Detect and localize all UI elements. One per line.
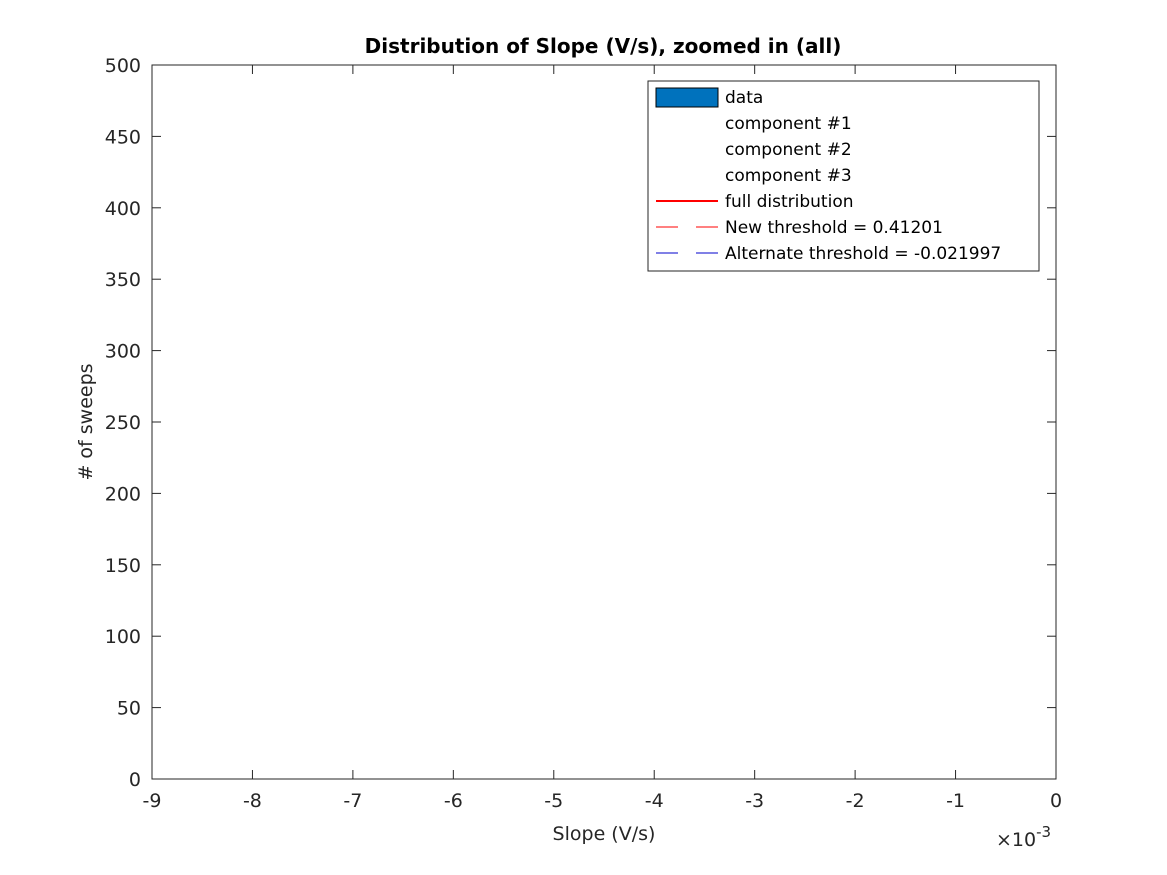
legend: data component #1 component #2 component #3… bbox=[647, 80, 1040, 272]
x-tick-label: -8 bbox=[243, 790, 262, 812]
x-axis-exponent-base: ×10 bbox=[996, 829, 1036, 851]
y-tick-label: 400 bbox=[105, 198, 141, 220]
legend-label: component #2 bbox=[725, 140, 852, 160]
x-axis-label: Slope (V/s) bbox=[553, 823, 656, 845]
x-tick-label: -9 bbox=[143, 790, 162, 812]
y-axis-label: # of sweeps bbox=[75, 363, 97, 480]
legend-label: data bbox=[725, 88, 763, 108]
legend-label: component #1 bbox=[725, 114, 852, 134]
x-axis-exponent-power: -3 bbox=[1036, 823, 1051, 841]
y-tick-label: 500 bbox=[105, 55, 141, 77]
y-tick-label: 350 bbox=[105, 269, 141, 291]
x-tick-label: -4 bbox=[645, 790, 664, 812]
x-tick-label: 0 bbox=[1050, 790, 1062, 812]
y-tick-label: 450 bbox=[105, 126, 141, 148]
legend-swatch-data bbox=[655, 87, 719, 108]
y-tick-label: 150 bbox=[105, 555, 141, 577]
legend-box bbox=[647, 80, 1040, 272]
y-tick-label: 0 bbox=[129, 769, 141, 791]
x-tick-label: -6 bbox=[444, 790, 463, 812]
y-tick-label: 50 bbox=[117, 698, 141, 720]
y-tick-label: 250 bbox=[105, 412, 141, 434]
legend-label: component #3 bbox=[725, 166, 852, 186]
x-tick-label: -2 bbox=[846, 790, 865, 812]
y-tick-label: 200 bbox=[105, 483, 141, 505]
legend-label: New threshold = 0.41201 bbox=[725, 218, 943, 238]
y-tick-label: 300 bbox=[105, 341, 141, 363]
legend-label: Alternate threshold = -0.021997 bbox=[725, 244, 1001, 264]
y-tick-label: 100 bbox=[105, 626, 141, 648]
x-tick-label: -1 bbox=[946, 790, 965, 812]
x-axis-ticks: -9 -8 -7 -6 -5 -4 -3 -2 -1 0 bbox=[143, 65, 1062, 812]
x-tick-label: -5 bbox=[544, 790, 563, 812]
x-tick-label: -3 bbox=[745, 790, 764, 812]
legend-label: full distribution bbox=[725, 192, 854, 212]
x-tick-label: -7 bbox=[343, 790, 362, 812]
chart-title: Distribution of Slope (V/s), zoomed in (… bbox=[365, 34, 842, 58]
y-axis-ticks: 0 50 100 150 200 250 300 350 400 450 500 bbox=[105, 55, 1056, 791]
x-axis-exponent: ×10-3 bbox=[996, 823, 1051, 851]
